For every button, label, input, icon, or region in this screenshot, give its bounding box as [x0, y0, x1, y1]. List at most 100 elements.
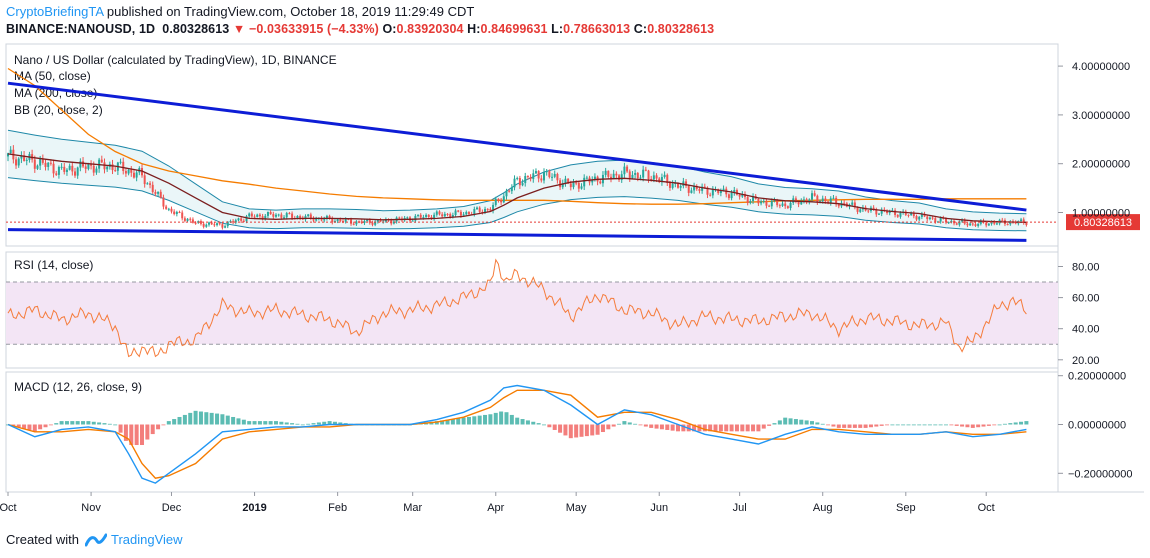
candle-body[interactable]	[135, 172, 138, 178]
candle-body[interactable]	[993, 222, 996, 224]
candle-body[interactable]	[320, 218, 323, 221]
candle-body[interactable]	[149, 183, 152, 185]
candle-body[interactable]	[443, 213, 446, 217]
candle-body[interactable]	[556, 173, 559, 181]
candle-body[interactable]	[778, 205, 781, 207]
candle-body[interactable]	[837, 204, 840, 207]
candle-body[interactable]	[20, 155, 23, 159]
candle-body[interactable]	[339, 219, 342, 222]
candle-body[interactable]	[427, 214, 430, 218]
candle-body[interactable]	[626, 166, 629, 172]
publisher-name[interactable]: CryptoBriefingTA	[6, 4, 104, 19]
candle-body[interactable]	[575, 182, 578, 184]
candle-body[interactable]	[457, 210, 460, 212]
candle-body[interactable]	[899, 212, 902, 217]
candle-body[interactable]	[473, 209, 476, 215]
candle-body[interactable]	[328, 215, 331, 219]
candle-body[interactable]	[746, 197, 749, 203]
candle-body[interactable]	[213, 224, 216, 226]
candle-body[interactable]	[583, 177, 586, 187]
candle-body[interactable]	[489, 208, 492, 211]
candle-body[interactable]	[695, 186, 698, 190]
candle-body[interactable]	[100, 159, 103, 163]
candle-body[interactable]	[106, 166, 109, 170]
candle-body[interactable]	[559, 180, 562, 188]
candle-body[interactable]	[904, 211, 907, 215]
candle-body[interactable]	[122, 161, 125, 172]
candle-body[interactable]	[342, 221, 344, 223]
candle-body[interactable]	[658, 178, 661, 183]
candle-body[interactable]	[685, 181, 688, 186]
candle-body[interactable]	[438, 211, 441, 215]
candle-body[interactable]	[90, 163, 93, 166]
candle-body[interactable]	[567, 178, 570, 184]
candle-body[interactable]	[76, 167, 79, 176]
candle-body[interactable]	[912, 213, 915, 217]
candle-body[interactable]	[422, 217, 425, 219]
candle-body[interactable]	[835, 197, 838, 205]
tradingview-link[interactable]: TradingView	[110, 532, 183, 547]
candle-body[interactable]	[199, 221, 202, 224]
candle-body[interactable]	[811, 193, 813, 200]
candle-body[interactable]	[760, 201, 763, 204]
candle-body[interactable]	[727, 194, 730, 199]
candle-body[interactable]	[119, 161, 122, 163]
candle-body[interactable]	[880, 209, 883, 214]
candle-body[interactable]	[183, 218, 186, 221]
candle-body[interactable]	[655, 175, 658, 179]
candle-body[interactable]	[476, 207, 478, 210]
candle-body[interactable]	[628, 171, 631, 178]
candle-body[interactable]	[963, 220, 966, 224]
ma50-line[interactable]	[7, 153, 1027, 223]
candle-body[interactable]	[765, 201, 768, 206]
candle-body[interactable]	[618, 175, 621, 180]
candle-body[interactable]	[832, 197, 835, 199]
candle-body[interactable]	[210, 222, 213, 225]
candle-body[interactable]	[789, 202, 792, 208]
candle-body[interactable]	[800, 200, 803, 205]
candle-body[interactable]	[277, 214, 280, 216]
candle-body[interactable]	[285, 213, 288, 218]
candle-body[interactable]	[971, 223, 974, 225]
candle-body[interactable]	[178, 211, 181, 213]
candle-body[interactable]	[851, 202, 854, 205]
candle-body[interactable]	[623, 166, 626, 175]
candle-body[interactable]	[698, 189, 701, 191]
candle-body[interactable]	[843, 202, 846, 204]
candle-body[interactable]	[612, 173, 615, 179]
candle-body[interactable]	[68, 165, 71, 170]
candle-body[interactable]	[995, 223, 998, 225]
candle-body[interactable]	[7, 153, 9, 157]
candle-body[interactable]	[71, 165, 74, 172]
candle-body[interactable]	[130, 169, 133, 173]
candle-body[interactable]	[607, 170, 610, 177]
candle-body[interactable]	[454, 210, 457, 216]
candle-body[interactable]	[406, 217, 409, 219]
candle-body[interactable]	[226, 221, 229, 227]
candle-body[interactable]	[92, 165, 95, 173]
candle-body[interactable]	[786, 206, 789, 208]
candle-body[interactable]	[392, 221, 395, 224]
candle-body[interactable]	[65, 169, 68, 172]
candle-body[interactable]	[534, 171, 537, 174]
candle-body[interactable]	[103, 162, 106, 170]
candle-body[interactable]	[923, 213, 926, 217]
candle-body[interactable]	[360, 221, 363, 223]
candle-body[interactable]	[283, 217, 286, 219]
candle-body[interactable]	[711, 189, 714, 196]
candle-body[interactable]	[157, 191, 160, 194]
candle-body[interactable]	[181, 212, 184, 219]
bollinger-upper-line[interactable]	[7, 129, 1027, 215]
candle-body[interactable]	[947, 222, 950, 224]
candle-body[interactable]	[797, 201, 800, 205]
candle-body[interactable]	[253, 216, 256, 218]
candle-body[interactable]	[331, 218, 334, 223]
trendline-lower[interactable]	[7, 228, 1027, 242]
candle-body[interactable]	[502, 196, 505, 203]
candle-body[interactable]	[352, 223, 355, 225]
candle-body[interactable]	[856, 207, 859, 212]
candle-body[interactable]	[167, 208, 170, 210]
candle-body[interactable]	[33, 159, 36, 169]
candle-body[interactable]	[784, 203, 787, 207]
candle-body[interactable]	[336, 219, 339, 222]
